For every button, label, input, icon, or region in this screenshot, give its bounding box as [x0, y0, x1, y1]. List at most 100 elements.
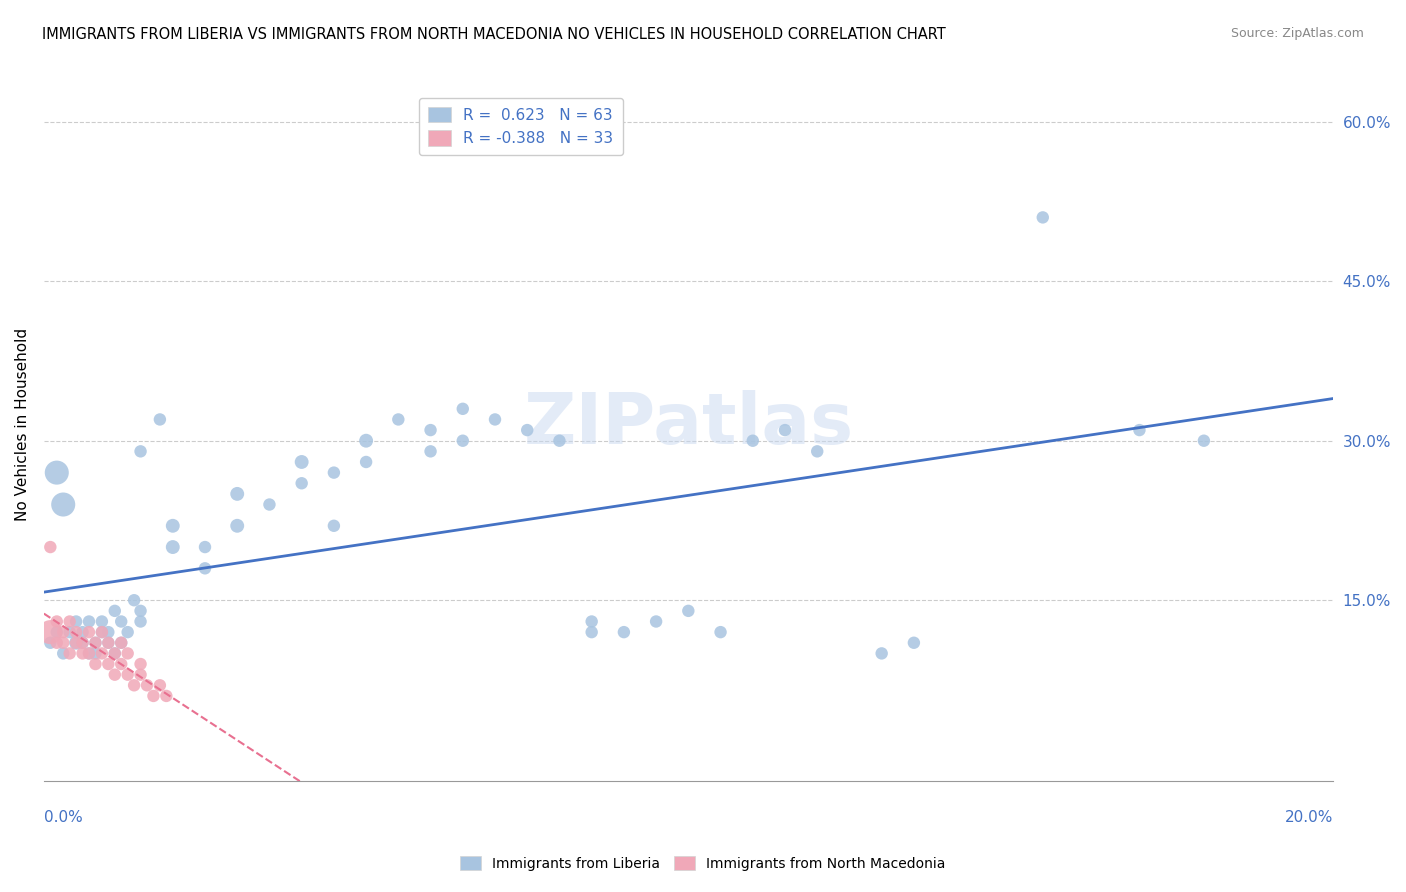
Point: [155, 689, 177, 703]
Point: [129, 657, 152, 671]
Point: [387, 412, 409, 426]
Text: ZIPatlas: ZIPatlas: [523, 391, 853, 459]
Point: [1128, 423, 1150, 437]
Legend: R =  0.623   N = 63, R = -0.388   N = 33: R = 0.623 N = 63, R = -0.388 N = 33: [419, 97, 623, 155]
Point: [45, 466, 67, 480]
Point: [773, 423, 796, 437]
Point: [110, 636, 132, 650]
Point: [77, 615, 100, 629]
Point: [354, 434, 377, 448]
Point: [709, 625, 731, 640]
Point: [90, 647, 112, 661]
Point: [72, 636, 94, 650]
Point: [84, 647, 107, 661]
Point: [149, 412, 172, 426]
Point: [870, 647, 893, 661]
Text: 20.0%: 20.0%: [1285, 810, 1333, 824]
Point: [59, 615, 82, 629]
Point: [65, 615, 87, 629]
Point: [77, 647, 100, 661]
Point: [110, 615, 132, 629]
Text: 0.0%: 0.0%: [44, 810, 83, 824]
Point: [104, 647, 127, 661]
Point: [52, 647, 75, 661]
Point: [77, 625, 100, 640]
Text: Source: ZipAtlas.com: Source: ZipAtlas.com: [1230, 27, 1364, 40]
Point: [90, 625, 112, 640]
Point: [419, 423, 441, 437]
Point: [117, 625, 139, 640]
Point: [52, 636, 75, 650]
Point: [52, 498, 75, 512]
Point: [678, 604, 700, 618]
Point: [194, 561, 217, 575]
Point: [142, 689, 165, 703]
Point: [45, 625, 67, 640]
Point: [117, 667, 139, 681]
Point: [110, 636, 132, 650]
Point: [90, 615, 112, 629]
Point: [613, 625, 636, 640]
Point: [110, 657, 132, 671]
Point: [129, 444, 152, 458]
Point: [72, 625, 94, 640]
Point: [97, 636, 120, 650]
Point: [77, 647, 100, 661]
Point: [65, 636, 87, 650]
Point: [45, 636, 67, 650]
Legend: Immigrants from Liberia, Immigrants from North Macedonia: Immigrants from Liberia, Immigrants from…: [456, 850, 950, 876]
Point: [104, 667, 127, 681]
Point: [806, 444, 828, 458]
Point: [451, 434, 474, 448]
Y-axis label: No Vehicles in Household: No Vehicles in Household: [15, 328, 30, 521]
Point: [581, 625, 603, 640]
Point: [1032, 211, 1054, 225]
Point: [903, 636, 925, 650]
Point: [645, 615, 668, 629]
Point: [581, 615, 603, 629]
Point: [72, 636, 94, 650]
Point: [419, 444, 441, 458]
Point: [84, 636, 107, 650]
Point: [97, 636, 120, 650]
Point: [129, 615, 152, 629]
Point: [97, 657, 120, 671]
Point: [1192, 434, 1215, 448]
Point: [45, 615, 67, 629]
Point: [741, 434, 763, 448]
Point: [548, 434, 571, 448]
Point: [136, 678, 159, 692]
Point: [162, 518, 184, 533]
Point: [59, 625, 82, 640]
Point: [84, 636, 107, 650]
Point: [65, 636, 87, 650]
Point: [97, 625, 120, 640]
Point: [39, 625, 62, 640]
Point: [52, 625, 75, 640]
Point: [129, 604, 152, 618]
Point: [104, 604, 127, 618]
Point: [291, 476, 314, 491]
Point: [322, 518, 344, 533]
Point: [39, 636, 62, 650]
Point: [59, 647, 82, 661]
Point: [291, 455, 314, 469]
Point: [129, 667, 152, 681]
Point: [39, 540, 62, 554]
Point: [322, 466, 344, 480]
Point: [451, 401, 474, 416]
Point: [226, 518, 249, 533]
Point: [104, 647, 127, 661]
Point: [65, 625, 87, 640]
Point: [259, 498, 281, 512]
Point: [72, 647, 94, 661]
Point: [122, 593, 145, 607]
Point: [226, 487, 249, 501]
Point: [149, 678, 172, 692]
Point: [122, 678, 145, 692]
Point: [117, 647, 139, 661]
Point: [484, 412, 506, 426]
Point: [90, 625, 112, 640]
Point: [84, 657, 107, 671]
Point: [162, 540, 184, 554]
